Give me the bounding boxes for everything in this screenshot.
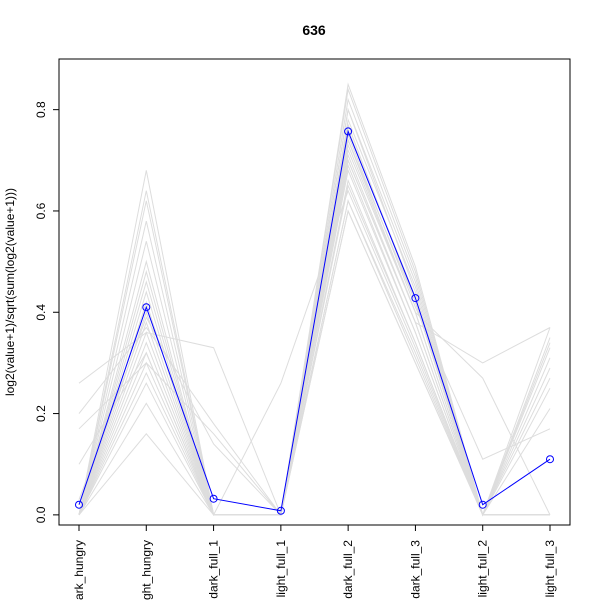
- background-series-line: [78, 143, 551, 517]
- y-axis: 0.0 0.2 0.4 0.6 0.8: [34, 101, 60, 523]
- highlight-series-point: [142, 303, 151, 312]
- x-tick-label: dark_hungry: [72, 540, 86, 600]
- background-series-line: [78, 158, 551, 517]
- y-tick-label: 0.0: [34, 506, 48, 523]
- x-tick-label: dark_full_3: [408, 540, 422, 599]
- highlight-series-point: [209, 494, 218, 503]
- background-series-line: [78, 133, 551, 517]
- chart-title: 636: [302, 22, 326, 38]
- background-series-line: [78, 82, 550, 516]
- y-axis-label: log2(value+1)/sqrt(sum(log2(value+1))): [3, 188, 17, 396]
- y-tick-label: 0.6: [34, 202, 48, 219]
- x-tick-label: light_full_3: [543, 540, 557, 598]
- background-series-line: [78, 107, 550, 516]
- background-series-group: [78, 82, 551, 517]
- background-series-line: [78, 189, 550, 517]
- x-tick-label: dark_full_1: [207, 540, 221, 599]
- x-axis: dark_hungry light_hungry dark_full_1 light_…: [72, 524, 557, 600]
- highlight-series-point: [478, 500, 487, 509]
- x-tick-label: dark_full_2: [341, 540, 355, 599]
- y-tick-label: 0.8: [34, 101, 48, 118]
- y-tick-label: 0.4: [34, 304, 48, 321]
- highlight-series-point: [344, 127, 353, 136]
- x-tick-label: light_full_1: [274, 540, 288, 598]
- highlight-series-point: [276, 506, 285, 515]
- highlight-series-group: [75, 127, 554, 515]
- y-tick-label: 0.2: [34, 405, 48, 422]
- highlight-series-line: [78, 129, 551, 512]
- x-tick-label: light_hungry: [139, 540, 153, 600]
- x-tick-label: light_full_2: [476, 540, 490, 598]
- highlight-series-point: [75, 500, 83, 509]
- highlight-series-point: [411, 294, 420, 303]
- highlight-series-point: [546, 455, 554, 464]
